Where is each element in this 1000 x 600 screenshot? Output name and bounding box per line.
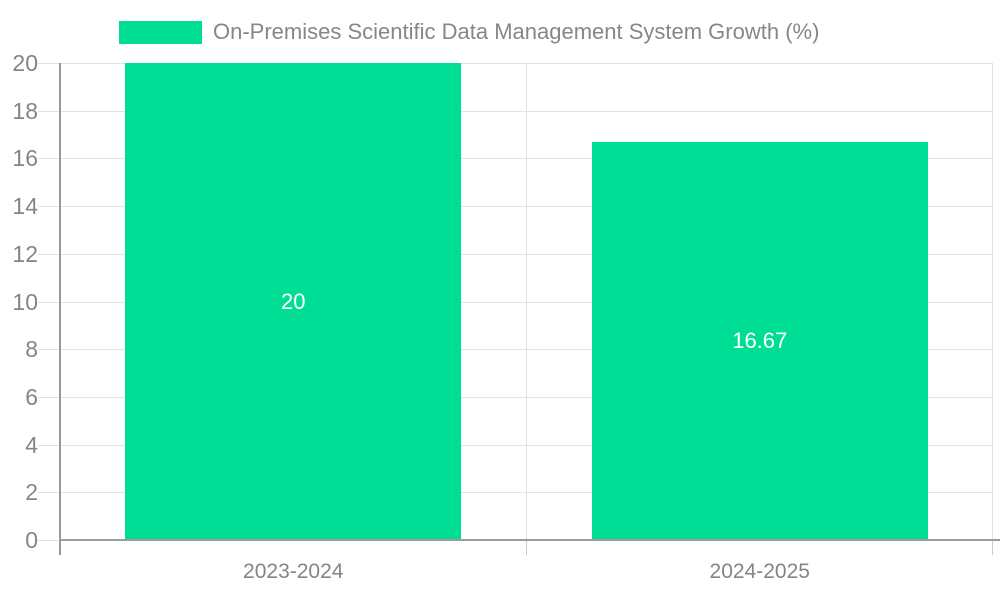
bar-value-label: 16.67 (732, 328, 788, 354)
y-axis-tick-label: 2 (25, 479, 38, 506)
legend-swatch-icon (119, 20, 202, 44)
plot-area: 20 16.67 (38, 63, 993, 555)
gridline-vertical (526, 63, 527, 540)
y-axis-tick-label: 20 (12, 50, 38, 76)
bar-value-label: 20 (280, 288, 306, 314)
y-axis-tick-label: 14 (12, 193, 38, 220)
y-axis-tick (38, 396, 60, 398)
y-axis-tick-label: 8 (25, 336, 38, 363)
y-axis-tick (38, 444, 60, 446)
bar-2023-2024[interactable]: 20 (125, 63, 462, 540)
y-axis-tick-label: 18 (12, 97, 38, 124)
x-axis-tick (992, 540, 993, 555)
y-axis-tick (38, 110, 60, 112)
y-axis-tick (38, 349, 60, 351)
y-axis-tick (38, 63, 60, 64)
legend-item[interactable]: On-Premises Scientific Data Management S… (119, 19, 819, 45)
y-axis-tick-label: 4 (25, 431, 38, 458)
y-axis-tick (38, 158, 60, 160)
y-axis-tick (38, 540, 60, 541)
y-axis-tick-label: 16 (12, 145, 38, 172)
y-axis-tick (38, 253, 60, 255)
x-axis-category-label: 2023-2024 (243, 560, 344, 583)
y-axis-line (59, 63, 61, 555)
legend-label: On-Premises Scientific Data Management S… (213, 19, 820, 44)
y-axis-tick-label: 0 (25, 527, 38, 553)
y-axis-tick-label: 6 (25, 383, 38, 410)
y-axis-tick (38, 492, 60, 494)
gridline-vertical (992, 63, 993, 540)
x-axis-tick (526, 540, 527, 555)
y-axis-tick-label: 12 (12, 240, 38, 267)
bar-2024-2025[interactable]: 16.67 (591, 142, 928, 540)
y-axis-tick (38, 206, 60, 208)
x-axis-line (59, 539, 1000, 541)
y-axis-tick-label: 10 (12, 288, 38, 315)
x-axis-category-label: 2024-2025 (709, 560, 810, 583)
y-axis-tick (38, 301, 60, 303)
